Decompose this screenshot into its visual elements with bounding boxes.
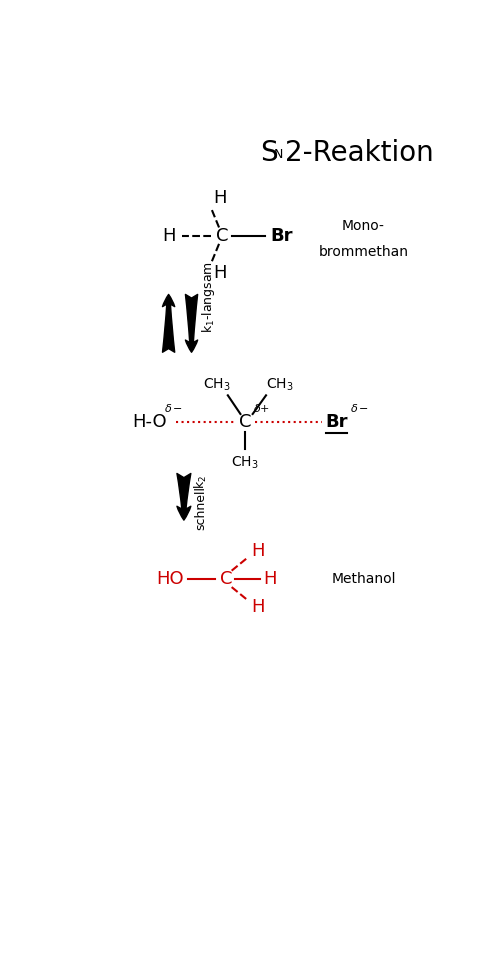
Text: CH$_3$: CH$_3$: [231, 455, 259, 472]
Text: S: S: [260, 139, 278, 167]
Text: N: N: [274, 148, 283, 161]
Text: k$_2$: k$_2$: [193, 475, 209, 489]
Text: k$_1$-langsam: k$_1$-langsam: [200, 262, 217, 333]
Text: C: C: [239, 413, 251, 431]
Text: HO: HO: [157, 570, 184, 588]
Text: H: H: [251, 598, 265, 616]
Text: H: H: [251, 542, 265, 560]
Text: CH$_3$: CH$_3$: [266, 377, 293, 393]
Text: H-O: H-O: [132, 413, 167, 431]
Text: $\delta-$: $\delta-$: [350, 402, 369, 414]
Text: Methanol: Methanol: [331, 572, 396, 586]
Text: CH$_3$: CH$_3$: [203, 377, 230, 393]
Text: brommethan: brommethan: [318, 245, 409, 260]
Text: H: H: [263, 570, 277, 588]
Text: H: H: [213, 264, 227, 282]
Text: Br: Br: [325, 413, 348, 431]
Text: Mono-: Mono-: [342, 219, 385, 234]
Text: schnell: schnell: [195, 486, 208, 530]
Text: H: H: [213, 189, 227, 207]
Text: Br: Br: [270, 227, 292, 244]
Text: H: H: [162, 227, 176, 244]
Text: C: C: [220, 570, 232, 588]
Text: $\delta-$: $\delta-$: [164, 402, 183, 414]
Text: $\delta$+: $\delta$+: [252, 402, 270, 414]
Text: C: C: [216, 227, 228, 244]
Text: 2-Reaktion: 2-Reaktion: [285, 139, 434, 167]
